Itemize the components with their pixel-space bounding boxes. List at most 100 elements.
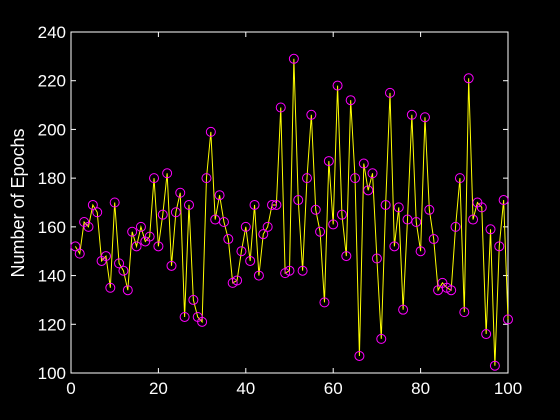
data-point bbox=[468, 214, 479, 225]
data-point bbox=[350, 173, 361, 184]
data-point bbox=[459, 307, 470, 318]
data-point bbox=[481, 329, 492, 340]
data-point bbox=[398, 304, 409, 315]
data-point bbox=[419, 112, 430, 123]
data-point bbox=[70, 241, 81, 252]
data-point bbox=[415, 246, 426, 257]
y-tick-label: 220 bbox=[38, 72, 66, 91]
data-point bbox=[223, 234, 234, 245]
data-point bbox=[385, 87, 396, 98]
data-point bbox=[236, 246, 247, 257]
data-point bbox=[345, 95, 356, 106]
data-point bbox=[328, 219, 339, 230]
data-point bbox=[463, 73, 474, 84]
data-point bbox=[358, 158, 369, 169]
data-point bbox=[267, 199, 278, 210]
data-point bbox=[240, 221, 251, 232]
data-point bbox=[411, 216, 422, 227]
data-point bbox=[503, 314, 513, 325]
data-point bbox=[376, 333, 387, 344]
data-point bbox=[450, 221, 461, 232]
data-point bbox=[315, 226, 326, 237]
data-point bbox=[74, 248, 85, 259]
data-point bbox=[105, 282, 116, 293]
data-point bbox=[271, 199, 282, 210]
data-point bbox=[406, 109, 417, 120]
data-point bbox=[144, 231, 155, 242]
data-point bbox=[114, 258, 125, 269]
y-axis: 100 120 140 160 180 200 220 240 bbox=[38, 23, 508, 383]
data-point bbox=[323, 156, 334, 167]
data-point bbox=[371, 253, 382, 264]
axes-box bbox=[70, 31, 509, 374]
data-point bbox=[485, 224, 496, 235]
data-point bbox=[306, 109, 317, 120]
data-point bbox=[393, 202, 404, 213]
data-point bbox=[476, 202, 487, 213]
y-tick-label: 240 bbox=[38, 23, 66, 42]
data-point bbox=[310, 204, 321, 215]
data-point bbox=[498, 195, 509, 206]
data-point bbox=[205, 126, 216, 137]
x-tick-label: 80 bbox=[411, 379, 430, 398]
data-point bbox=[319, 297, 330, 308]
data-point bbox=[424, 204, 435, 215]
data-point bbox=[288, 53, 299, 64]
data-point bbox=[149, 173, 160, 184]
data-point bbox=[363, 185, 374, 196]
data-point bbox=[201, 173, 212, 184]
data-point bbox=[153, 241, 164, 252]
data-point bbox=[92, 207, 103, 218]
data-point bbox=[446, 285, 457, 296]
data-point bbox=[83, 221, 94, 232]
data-point bbox=[135, 221, 146, 232]
x-tick-label: 20 bbox=[149, 379, 168, 398]
data-point bbox=[232, 275, 243, 286]
data-point bbox=[454, 173, 465, 184]
data-point bbox=[332, 80, 343, 91]
data-point bbox=[197, 316, 208, 327]
data-point bbox=[218, 216, 229, 227]
data-point bbox=[494, 241, 505, 252]
data-point bbox=[489, 360, 500, 371]
y-tick-label: 160 bbox=[38, 218, 66, 237]
data-point bbox=[258, 229, 269, 240]
y-axis-label: Number of Epochs bbox=[8, 128, 28, 277]
data-point bbox=[262, 221, 273, 232]
x-tick-label: 60 bbox=[324, 379, 343, 398]
data-point bbox=[275, 102, 286, 113]
y-tick-label: 140 bbox=[38, 267, 66, 286]
series-markers bbox=[70, 53, 513, 371]
data-point bbox=[249, 199, 260, 210]
y-tick-label: 180 bbox=[38, 169, 66, 188]
data-point bbox=[100, 251, 111, 262]
data-point bbox=[162, 168, 173, 179]
data-point bbox=[127, 226, 138, 237]
y-tick-label: 200 bbox=[38, 120, 66, 139]
data-point bbox=[188, 294, 199, 305]
data-point bbox=[214, 190, 225, 201]
data-point bbox=[118, 265, 129, 276]
data-point bbox=[336, 209, 347, 220]
data-point bbox=[109, 197, 120, 208]
data-point bbox=[297, 265, 308, 276]
x-axis: 0 20 40 60 80 100 bbox=[66, 32, 522, 398]
data-point bbox=[380, 199, 391, 210]
data-point bbox=[157, 209, 168, 220]
plot-area: 0 20 40 60 80 100 100 120 140 160 180 200 220 240 bbox=[38, 23, 523, 398]
data-point bbox=[131, 241, 142, 252]
data-point bbox=[354, 350, 365, 361]
data-point bbox=[166, 260, 177, 271]
data-point bbox=[87, 199, 98, 210]
data-point bbox=[284, 265, 295, 276]
x-tick-label: 100 bbox=[494, 379, 522, 398]
data-point bbox=[341, 251, 352, 262]
data-point bbox=[389, 241, 400, 252]
data-point bbox=[245, 255, 256, 266]
data-point bbox=[293, 195, 304, 206]
data-point bbox=[183, 199, 194, 210]
data-point bbox=[253, 270, 264, 281]
data-point bbox=[179, 311, 190, 322]
data-point bbox=[367, 168, 378, 179]
